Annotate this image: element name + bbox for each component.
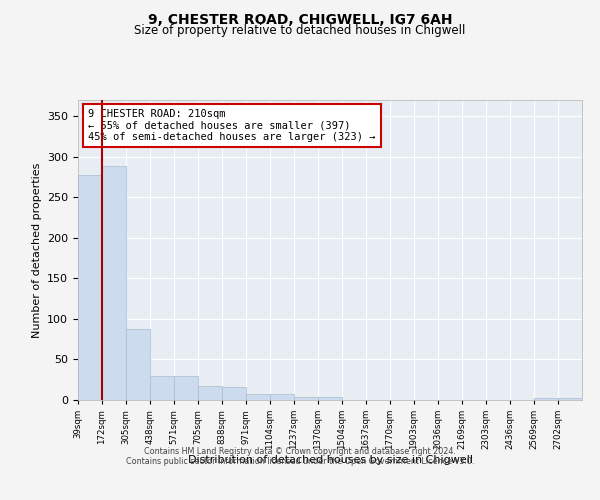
Text: Contains HM Land Registry data © Crown copyright and database right 2024.: Contains HM Land Registry data © Crown c… [144, 448, 456, 456]
Bar [102, 166, 126, 400]
Text: Size of property relative to detached houses in Chigwell: Size of property relative to detached ho… [134, 24, 466, 37]
Bar [150, 376, 174, 400]
Bar [222, 387, 246, 400]
Bar [246, 394, 270, 400]
Text: 9 CHESTER ROAD: 210sqm
← 55% of detached houses are smaller (397)
45% of semi-de: 9 CHESTER ROAD: 210sqm ← 55% of detached… [88, 109, 376, 142]
Bar [294, 397, 318, 400]
Y-axis label: Number of detached properties: Number of detached properties [32, 162, 41, 338]
Bar [126, 328, 150, 400]
Bar [174, 376, 198, 400]
Text: 9, CHESTER ROAD, CHIGWELL, IG7 6AH: 9, CHESTER ROAD, CHIGWELL, IG7 6AH [148, 12, 452, 26]
Bar [270, 394, 294, 400]
Bar [534, 398, 558, 400]
Bar [318, 397, 342, 400]
Bar [558, 398, 582, 400]
Bar [78, 174, 102, 400]
Bar [198, 386, 222, 400]
Text: Contains public sector information licensed under the Open Government Licence v3: Contains public sector information licen… [126, 458, 474, 466]
X-axis label: Distribution of detached houses by size in Chigwell: Distribution of detached houses by size … [187, 455, 473, 465]
